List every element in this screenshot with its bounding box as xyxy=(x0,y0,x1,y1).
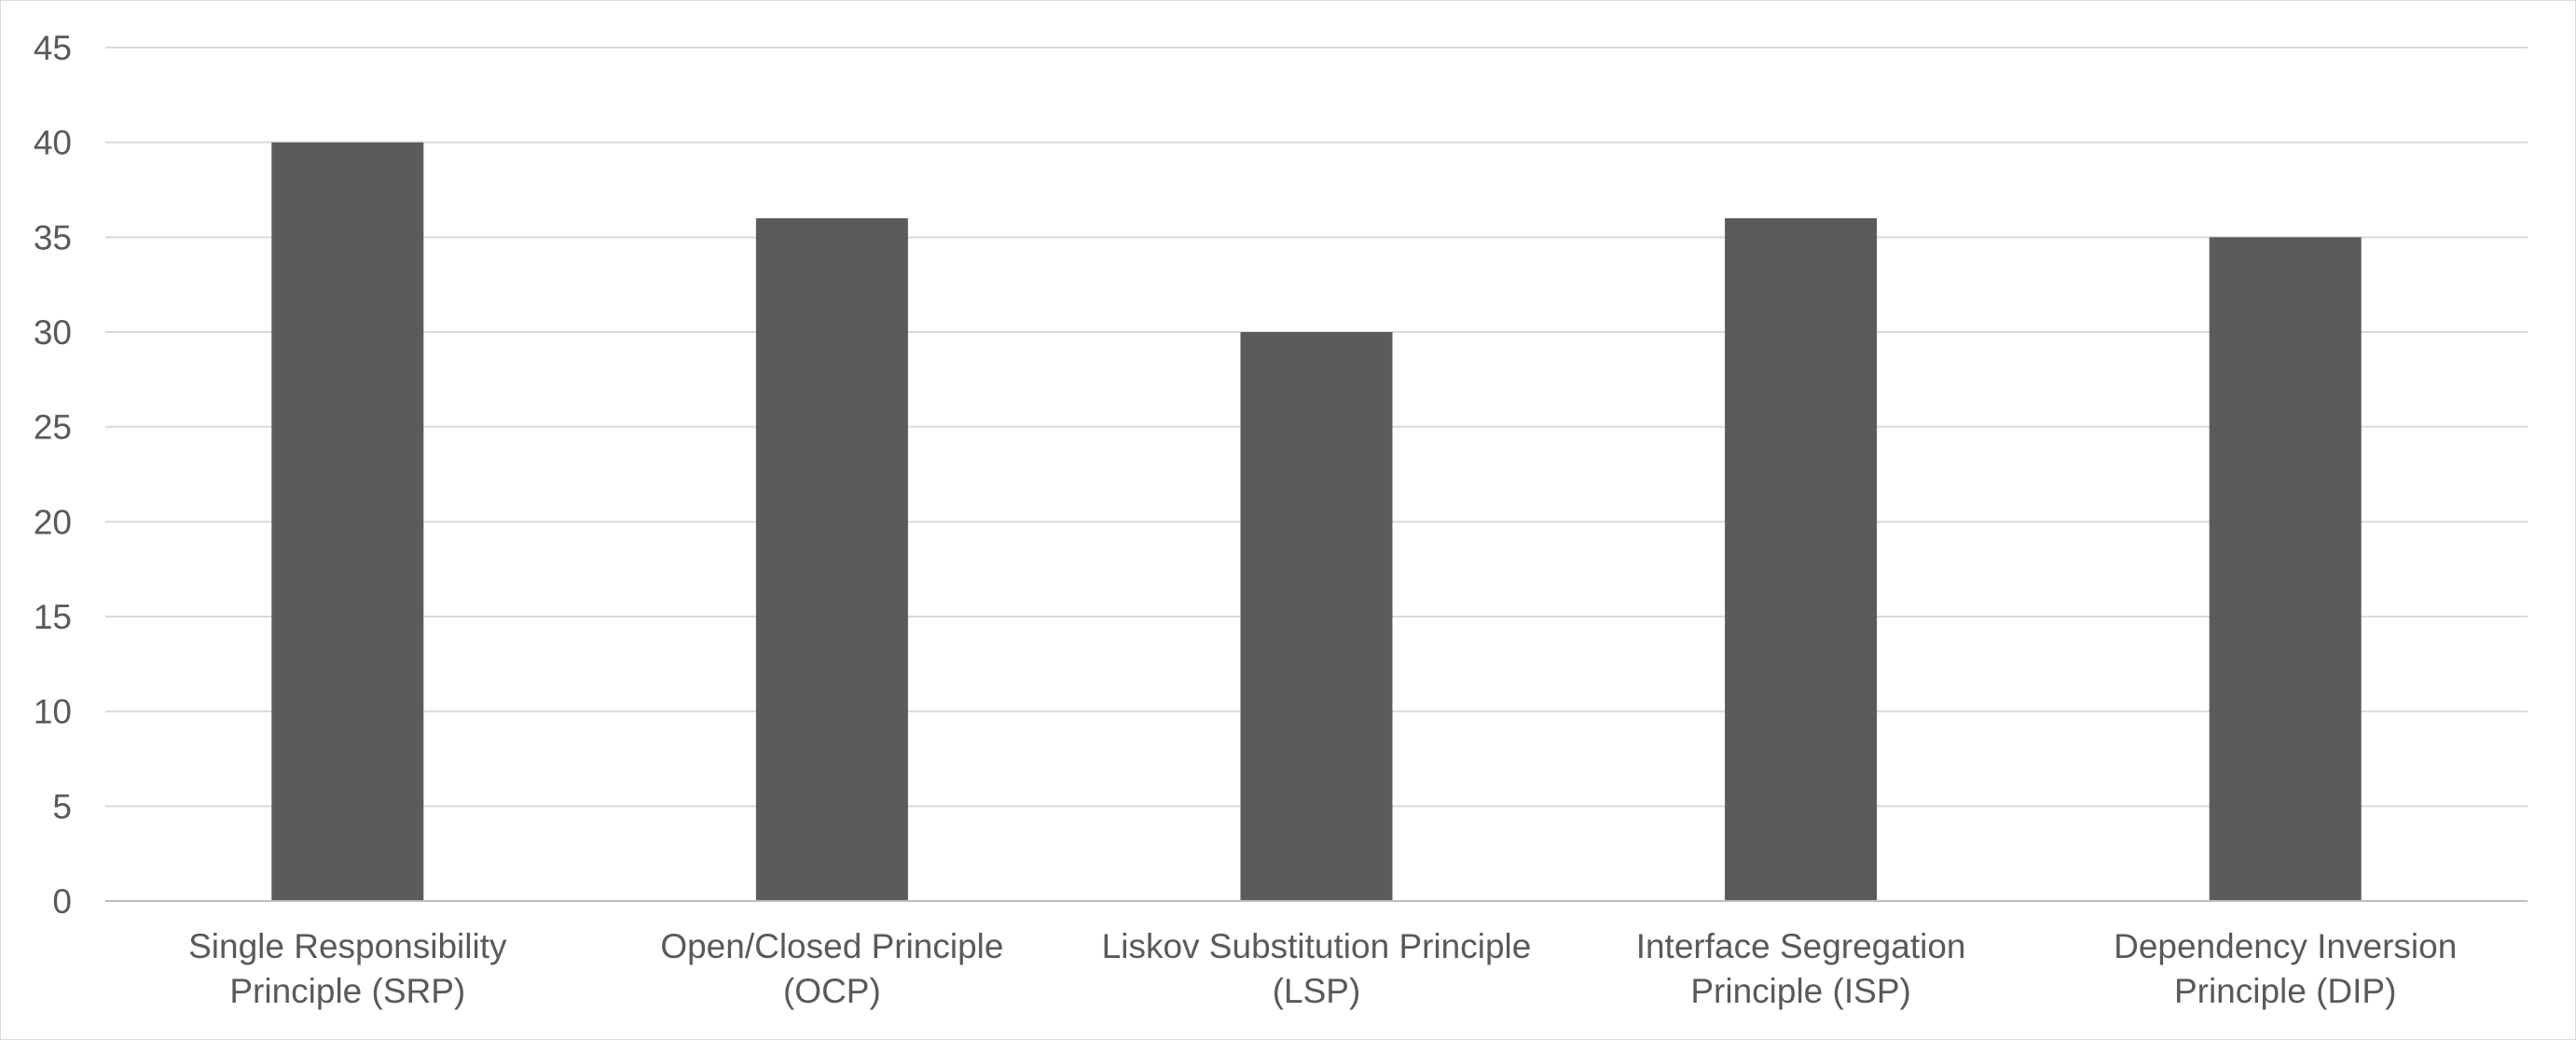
y-tick-label: 30 xyxy=(34,313,72,352)
y-tick-label: 15 xyxy=(34,598,72,636)
x-tick-label: Dependency Inversion Principle (DIP) xyxy=(2114,927,2457,1010)
x-tick-label-line: Interface Segregation xyxy=(1636,927,1966,965)
y-tick-label: 25 xyxy=(34,409,72,447)
x-tick-label-line: (LSP) xyxy=(1273,972,1361,1010)
y-tick-label: 20 xyxy=(34,503,72,541)
y-tick-label: 40 xyxy=(34,124,72,162)
bar xyxy=(1240,332,1393,901)
x-tick-label-line: Principle (DIP) xyxy=(2174,972,2397,1010)
bar xyxy=(755,218,908,901)
x-tick-label-line: Liskov Substitution Principle xyxy=(1102,927,1532,965)
y-tick-label: 0 xyxy=(52,882,72,921)
x-tick-label: Single Responsibility Principle (SRP) xyxy=(188,927,507,1010)
x-tick-label: Liskov Substitution Principle (LSP) xyxy=(1102,927,1532,1010)
bar xyxy=(271,142,424,901)
bar xyxy=(2209,237,2362,902)
x-tick-label-line: Single Responsibility xyxy=(188,927,507,965)
y-tick-label: 45 xyxy=(34,29,72,67)
x-tick-label-line: (OCP) xyxy=(783,972,881,1010)
y-axis-ticks: 0 5 10 15 20 25 30 35 40 45 xyxy=(34,29,72,921)
bar xyxy=(1725,218,1878,901)
x-tick-label-line: Open/Closed Principle xyxy=(660,927,1003,965)
x-tick-label-line: Dependency Inversion xyxy=(2114,927,2457,965)
x-tick-label: Open/Closed Principle (OCP) xyxy=(660,927,1003,1010)
y-tick-label: 5 xyxy=(52,787,72,825)
x-tick-label-line: Principle (SRP) xyxy=(229,972,465,1010)
x-axis-labels: Single Responsibility Principle (SRP) Open… xyxy=(188,927,2457,1010)
bars xyxy=(271,142,2362,902)
y-tick-label: 35 xyxy=(34,218,72,257)
x-tick-label-line: Principle (ISP) xyxy=(1690,972,1910,1010)
x-tick-label: Interface Segregation Principle (ISP) xyxy=(1636,927,1966,1010)
y-tick-label: 10 xyxy=(34,693,72,731)
